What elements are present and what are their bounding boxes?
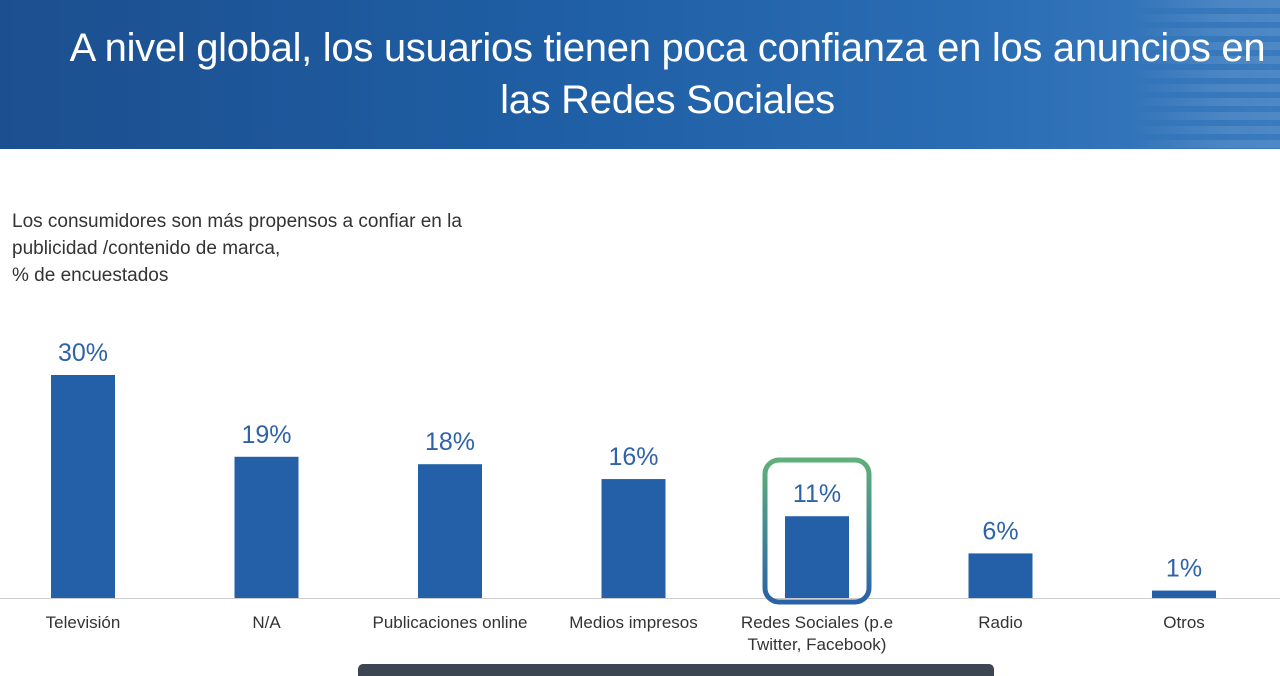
bar [601, 479, 666, 598]
bar [51, 375, 115, 598]
highlight-frame [762, 457, 872, 605]
page-title: A nivel global, los usuarios tienen poca… [69, 26, 1266, 122]
category-label: N/A [252, 613, 281, 632]
value-label: 19% [241, 421, 291, 449]
value-label: 6% [982, 517, 1018, 545]
bar [785, 516, 849, 598]
decorative-stripes [1130, 0, 1280, 149]
value-label: 1% [1166, 555, 1202, 583]
category-label: Medios impresos [569, 613, 698, 632]
value-label: 11% [793, 480, 841, 508]
category-label: Redes Sociales (p.e [741, 613, 893, 632]
value-label: 18% [425, 428, 475, 456]
chart-subtitle-line: publicidad /contenido de marca, [12, 238, 281, 259]
category-label: Televisión [46, 613, 121, 632]
value-label: 30% [58, 339, 108, 367]
bottom-scroll-bar [358, 664, 994, 676]
bar [1152, 590, 1216, 598]
chart-subtitle-line: % de encuestados [12, 265, 169, 286]
chart-subtitle-line: Los consumidores son más propensos a con… [12, 211, 462, 232]
bar [418, 464, 482, 598]
bar [968, 553, 1033, 598]
header-banner: A nivel global, los usuarios tienen poca… [0, 0, 1280, 149]
category-label: Twitter, Facebook) [748, 635, 887, 654]
value-label: 16% [608, 443, 658, 471]
category-label: Publicaciones online [373, 613, 528, 632]
category-label: Otros [1163, 613, 1205, 632]
chart-subtitle: Los consumidores son más propensos a con… [12, 208, 532, 289]
category-label: Radio [978, 613, 1022, 632]
bar [234, 456, 299, 598]
